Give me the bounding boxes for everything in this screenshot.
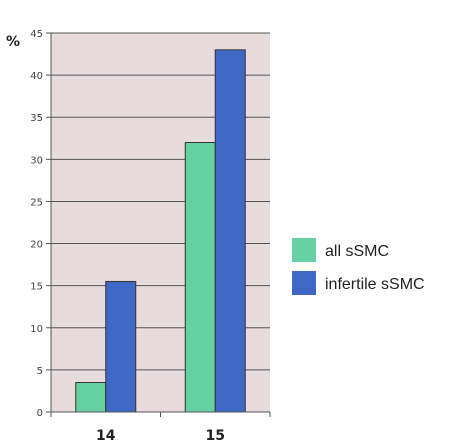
x-tick-labels: 14 15 bbox=[50, 412, 271, 444]
legend-label-all-ssmc: all sSMC bbox=[325, 243, 389, 260]
bar-all-ssmc-15 bbox=[184, 141, 216, 413]
y-tick-label-40: 40 bbox=[30, 71, 43, 82]
bar-infertile-ssmc-15 bbox=[214, 49, 246, 413]
bar-all-ssmc-14 bbox=[75, 382, 107, 413]
x-tick-label-14: 14 bbox=[96, 428, 116, 444]
legend: all sSMC infertile sSMC bbox=[292, 238, 425, 295]
bars bbox=[75, 49, 246, 413]
y-tick-label-35: 35 bbox=[30, 113, 43, 124]
legend-swatch-infertile-ssmc bbox=[292, 271, 316, 295]
y-tick-label-20: 20 bbox=[30, 240, 43, 251]
y-tick-label-0: 0 bbox=[37, 408, 43, 419]
bar-infertile-ssmc-14 bbox=[105, 280, 137, 413]
y-tick-label-5: 5 bbox=[37, 366, 43, 377]
legend-label-infertile-ssmc: infertile sSMC bbox=[325, 276, 425, 293]
y-axis-unit: % bbox=[6, 34, 20, 50]
y-tick-label-10: 10 bbox=[30, 324, 43, 335]
y-tick-label-15: 15 bbox=[30, 282, 43, 293]
y-tick-label-45: 45 bbox=[30, 29, 43, 40]
y-tick-label-30: 30 bbox=[30, 155, 43, 166]
y-tick-labels: 0 5 10 15 20 25 30 35 40 45 bbox=[30, 29, 51, 419]
x-tick-label-15: 15 bbox=[206, 428, 225, 444]
y-tick-label-25: 25 bbox=[30, 197, 43, 208]
legend-swatch-all-ssmc bbox=[292, 238, 316, 262]
